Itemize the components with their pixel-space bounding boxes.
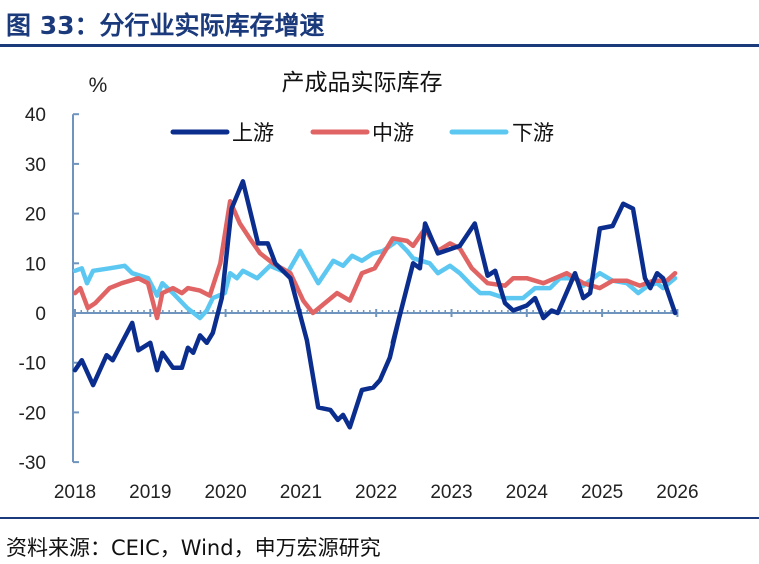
x-tick-label: 2022	[355, 482, 397, 503]
y-tick-label: 30	[25, 155, 46, 176]
legend-label-upstream: 上游	[232, 121, 274, 145]
y-tick-label: 0	[35, 304, 46, 325]
y-tick-label: -10	[19, 354, 46, 375]
y-tick-label: -30	[19, 453, 46, 474]
x-tick-label: 2018	[54, 482, 96, 503]
chart-title: 产成品实际库存	[282, 70, 443, 96]
x-tick-label: 2021	[280, 482, 322, 503]
x-tick-label: 2026	[656, 482, 698, 503]
title-divider	[0, 44, 759, 47]
legend-label-midstream: 中游	[372, 121, 414, 145]
source-note: 资料来源：CEIC，Wind，申万宏源研究	[6, 536, 381, 560]
x-tick-label: 2024	[506, 482, 549, 503]
y-axis-unit: %	[89, 74, 108, 97]
legend-label-downstream: 下游	[512, 121, 554, 145]
series-line-midstream	[72, 198, 678, 321]
x-tick-label: 2020	[204, 482, 246, 503]
series-line-upstream	[72, 179, 678, 430]
x-tick-label: 2023	[430, 482, 472, 503]
y-tick-label: -20	[19, 403, 46, 424]
x-tick-label: 2019	[129, 482, 171, 503]
x-tick-label: 2025	[581, 482, 623, 503]
y-tick-label: 40	[25, 105, 46, 126]
y-tick-label: 10	[25, 254, 46, 275]
y-tick-label: 20	[25, 205, 46, 226]
footer-divider	[0, 517, 759, 519]
series-line-downstream	[72, 238, 678, 321]
figure-title: 图 33：分行业实际库存增速	[6, 11, 325, 40]
